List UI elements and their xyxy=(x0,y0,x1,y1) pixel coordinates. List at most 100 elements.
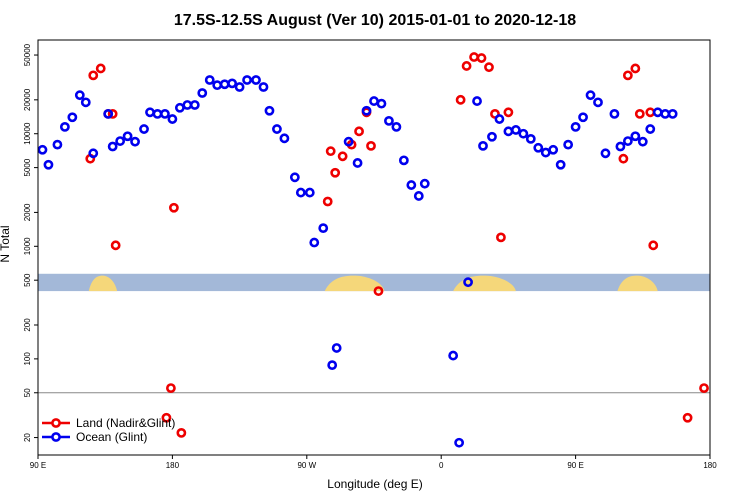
data-point xyxy=(182,100,193,110)
data-point xyxy=(67,112,78,123)
data-point xyxy=(88,148,99,159)
land-shape-3 xyxy=(617,275,658,292)
data-point xyxy=(391,121,402,132)
data-point xyxy=(637,136,648,147)
data-point xyxy=(540,147,551,158)
x-tick-label-4: 90 E xyxy=(567,461,583,470)
data-point xyxy=(645,107,656,118)
data-point xyxy=(322,196,333,207)
data-point xyxy=(496,232,506,243)
data-point xyxy=(555,159,566,170)
legend-marker-1 xyxy=(51,432,61,442)
data-point xyxy=(331,343,342,353)
data-point xyxy=(352,158,363,168)
data-point xyxy=(533,142,544,153)
data-point xyxy=(615,141,626,152)
data-point xyxy=(366,140,376,151)
data-point xyxy=(660,108,671,119)
data-point xyxy=(478,140,488,151)
data-point xyxy=(630,131,641,142)
series-layer xyxy=(37,52,709,448)
data-point xyxy=(373,286,384,296)
data-point xyxy=(258,82,269,92)
data-point xyxy=(361,105,372,116)
data-point xyxy=(454,437,465,448)
legend-marker-0 xyxy=(51,418,61,428)
x-tick-label-0: 90 E xyxy=(30,461,46,470)
data-point xyxy=(448,350,459,361)
data-point xyxy=(630,63,641,74)
data-point xyxy=(648,240,659,251)
data-point xyxy=(645,124,656,134)
data-point xyxy=(419,178,430,189)
data-point xyxy=(609,108,620,119)
data-point xyxy=(107,141,118,152)
y-tick-label-2: 100 xyxy=(23,352,32,366)
data-point xyxy=(343,136,354,147)
plot-frame xyxy=(37,39,711,456)
data-point xyxy=(37,144,48,155)
data-point xyxy=(74,90,85,101)
data-point xyxy=(309,237,320,248)
data-point xyxy=(578,112,588,123)
data-point xyxy=(472,96,482,106)
x-axis-label: Longitude (deg E) xyxy=(327,477,422,491)
y-tick-label-9: 20000 xyxy=(23,88,32,111)
x-tick-label-2: 90 W xyxy=(297,461,316,470)
y-tick-label-6: 2000 xyxy=(23,203,32,221)
data-point xyxy=(227,78,238,89)
data-point xyxy=(176,428,187,438)
data-point xyxy=(279,133,290,144)
data-point xyxy=(166,383,176,394)
map-strip xyxy=(38,273,710,292)
y-tick-label-7: 5000 xyxy=(23,158,32,176)
data-point xyxy=(52,139,63,150)
chart-title: 17.5S-12.5S August (Ver 10) 2015-01-01 t… xyxy=(174,12,576,29)
y-tick-label-8: 10000 xyxy=(23,122,32,145)
data-point xyxy=(264,105,275,116)
data-point xyxy=(563,139,574,150)
x-tick-label-3: 0 xyxy=(439,461,444,470)
data-point xyxy=(204,75,215,85)
land-shape-1 xyxy=(324,275,385,292)
data-point xyxy=(130,136,140,147)
data-point xyxy=(295,187,306,198)
data-point xyxy=(634,108,645,119)
data-point xyxy=(682,412,693,423)
data-point xyxy=(59,121,70,132)
data-point xyxy=(618,153,629,164)
data-point xyxy=(652,107,663,118)
data-point xyxy=(463,277,473,288)
data-point xyxy=(160,108,170,119)
data-point xyxy=(289,172,300,183)
data-point xyxy=(503,107,514,118)
data-point xyxy=(330,167,341,178)
data-point xyxy=(369,96,379,106)
data-point xyxy=(622,70,633,81)
y-axis-ticks: 20 50 100 200 500 1000 2000 5000 10000 20000 50000 xyxy=(23,43,38,442)
data-point xyxy=(242,75,252,85)
data-point xyxy=(95,63,106,74)
data-point xyxy=(622,136,633,146)
data-point xyxy=(327,360,338,371)
data-point xyxy=(503,126,514,137)
land-shape-0 xyxy=(88,275,118,292)
data-point xyxy=(585,90,596,101)
data-point xyxy=(139,124,149,134)
data-point xyxy=(376,98,387,109)
series-1 xyxy=(37,75,678,448)
data-point xyxy=(337,151,348,162)
data-point xyxy=(484,62,494,73)
y-tick-label-10: 50000 xyxy=(23,43,32,66)
data-point xyxy=(161,412,172,423)
data-point xyxy=(122,131,133,142)
data-point xyxy=(167,114,178,124)
data-point xyxy=(168,202,179,213)
data-point xyxy=(455,94,466,105)
legend-label-0: Land (Nadir&Glint) xyxy=(76,416,175,430)
data-point xyxy=(354,126,364,137)
y-axis-label: N Total xyxy=(0,225,12,262)
x-tick-label-1: 180 xyxy=(166,461,180,470)
y-tick-label-5: 1000 xyxy=(23,237,32,255)
